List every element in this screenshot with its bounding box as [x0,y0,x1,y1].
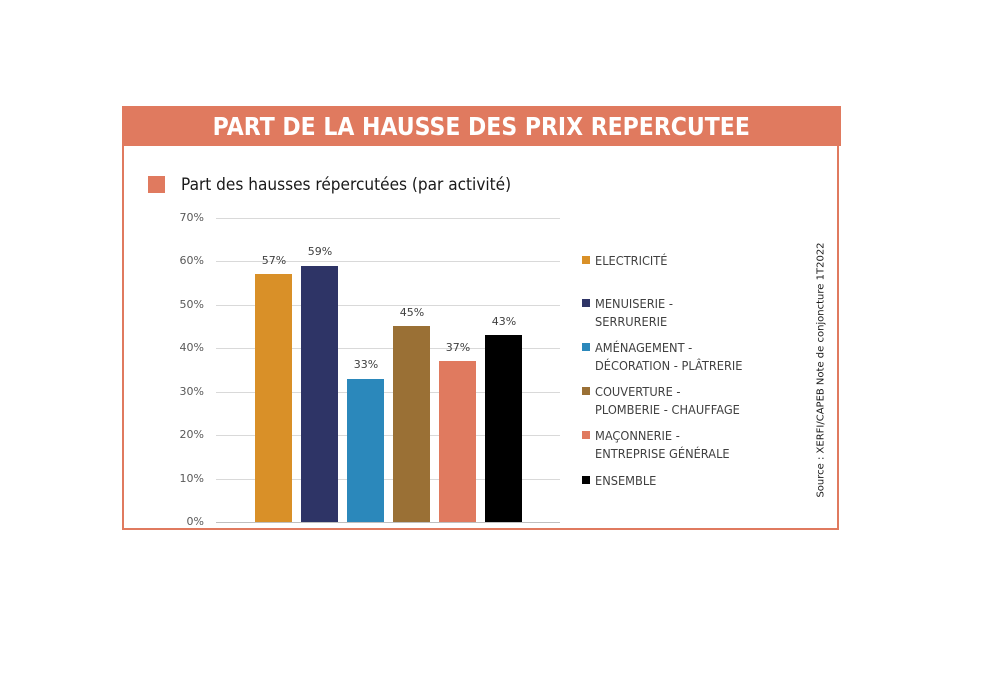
bar-label-amenagement: 33% [353,358,379,371]
legend-item-menuiserie: MENUISERIE - SERRURERIE [582,295,782,331]
legend-item-amenagement: AMÉNAGEMENT - DÉCORATION - PLÂTRERIE [582,339,782,375]
gridline-50 [216,305,560,306]
legend-swatch-icon [582,299,590,307]
bar-ensemble [485,335,522,522]
chart-title-bar: PART DE LA HAUSSE DES PRIX REPERCUTEE [122,106,841,146]
bar-maconnerie [439,361,476,522]
legend-label: AMÉNAGEMENT - DÉCORATION - PLÂTRERIE [595,341,743,373]
chart-title: PART DE LA HAUSSE DES PRIX REPERCUTEE [212,111,751,141]
y-tick-70: 70% [179,211,204,224]
gridline-40 [216,348,560,349]
gridline-30 [216,392,560,393]
bar-electricite [255,274,292,522]
legend-label: ENSEMBLE [595,474,657,488]
legend-item-ensemble: ENSEMBLE [582,472,782,490]
chart-subtitle: Part des hausses répercutées (par activi… [148,175,536,194]
bar-label-menuiserie: 59% [307,245,333,258]
legend-item-couverture: COUVERTURE - PLOMBERIE - CHAUFFAGE [582,383,782,419]
legend-swatch-icon [582,387,590,395]
gridline-10 [216,479,560,480]
legend-swatch-icon [582,431,590,439]
gridline-60 [216,261,560,262]
x-axis [216,522,560,523]
gridline-20 [216,435,560,436]
legend-label: ELECTRICITÉ [595,254,668,268]
chart-frame [122,106,839,530]
legend-item-electricite: ELECTRICITÉ [582,252,782,270]
source-note: Source : XERFI/CAPEB Note de conjoncture… [815,242,827,498]
legend-item-maconnerie: MAÇONNERIE - ENTREPRISE GÉNÉRALE [582,427,782,463]
y-tick-40: 40% [179,341,204,354]
subtitle-text: Part des hausses répercutées (par activi… [181,175,512,194]
gridline-70 [216,218,560,219]
bar-label-maconnerie: 37% [445,341,471,354]
y-tick-10: 10% [179,472,204,485]
legend-swatch-icon [582,256,590,264]
bar-amenagement [347,379,384,522]
legend-label: MENUISERIE - SERRURERIE [595,297,673,329]
legend-label: COUVERTURE - PLOMBERIE - CHAUFFAGE [595,385,740,417]
legend-swatch-icon [582,476,590,484]
y-tick-60: 60% [179,254,204,267]
bar-menuiserie [301,266,338,522]
subtitle-swatch-icon [148,176,165,193]
legend-label: MAÇONNERIE - ENTREPRISE GÉNÉRALE [595,429,730,461]
bar-label-electricite: 57% [261,254,287,267]
y-tick-30: 30% [179,385,204,398]
bar-couverture [393,326,430,522]
bar-label-couverture: 45% [399,306,425,319]
y-tick-20: 20% [179,428,204,441]
y-tick-50: 50% [179,298,204,311]
bar-label-ensemble: 43% [491,315,517,328]
plot-area: 57% 59% 33% 45% 37% 43% [216,218,560,522]
y-tick-0: 0% [186,515,204,528]
legend-swatch-icon [582,343,590,351]
